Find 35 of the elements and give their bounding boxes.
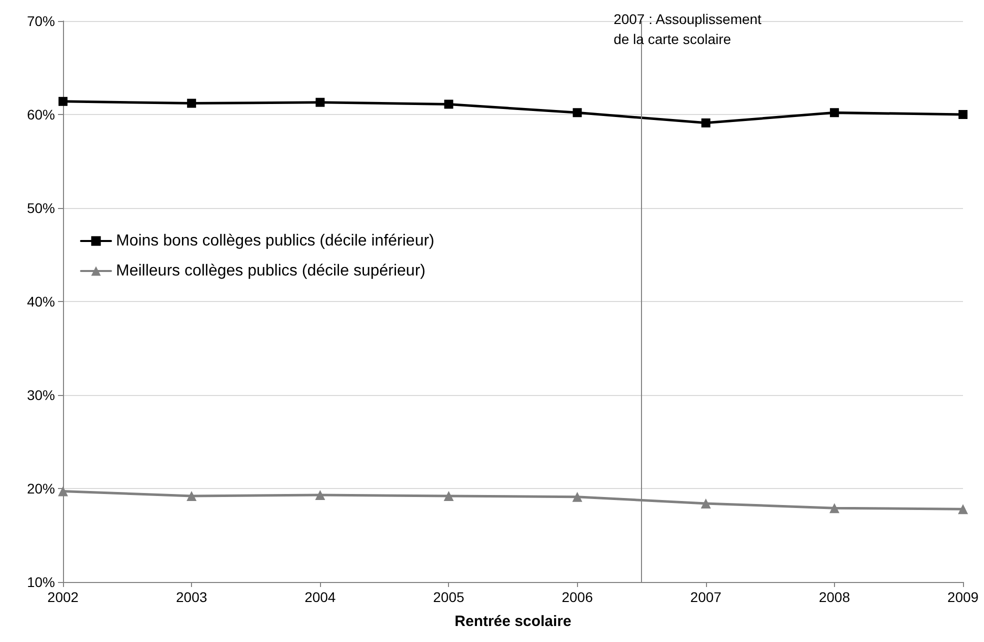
y-tick-label: 70% (26, 13, 55, 29)
x-tick-label: 2004 (304, 589, 336, 605)
y-tick-label: 20% (26, 480, 55, 496)
y-tick-label: 60% (26, 106, 55, 122)
point (58, 96, 68, 106)
point (701, 118, 710, 128)
point (958, 110, 968, 119)
x-tick-label: 2005 (433, 589, 464, 605)
y-tick-label: 50% (26, 200, 55, 216)
x-tick-label: 2006 (562, 589, 594, 605)
point (186, 490, 197, 501)
point (316, 98, 325, 107)
x-tick-label: 2003 (176, 589, 208, 605)
point (572, 492, 582, 502)
point (187, 98, 196, 108)
legend-label: Moins bons collèges publics (décile inférieur) (116, 232, 434, 250)
x-tick-label: 2002 (47, 589, 79, 605)
point (444, 490, 454, 501)
point (700, 498, 711, 508)
point (958, 504, 968, 514)
y-tick-label: 10% (26, 574, 55, 590)
point (572, 108, 582, 118)
ref-line-label: 2007 : Assouplissement de la carte scolaire (614, 11, 762, 47)
point (58, 486, 68, 496)
x-tick-label: 2007 (690, 589, 722, 605)
x-tick-label: 2008 (818, 589, 850, 605)
y-tick-label: 30% (26, 387, 55, 403)
y-tick-label: 40% (26, 294, 55, 310)
legend-label: Meilleurs collèges publics (décile supérieur) (116, 262, 426, 280)
x-axis-title: Rentrée scolaire (454, 613, 572, 630)
point (444, 100, 454, 109)
point (829, 503, 840, 514)
point (830, 108, 839, 118)
point (315, 490, 326, 500)
x-tick-label: 2009 (947, 589, 979, 605)
